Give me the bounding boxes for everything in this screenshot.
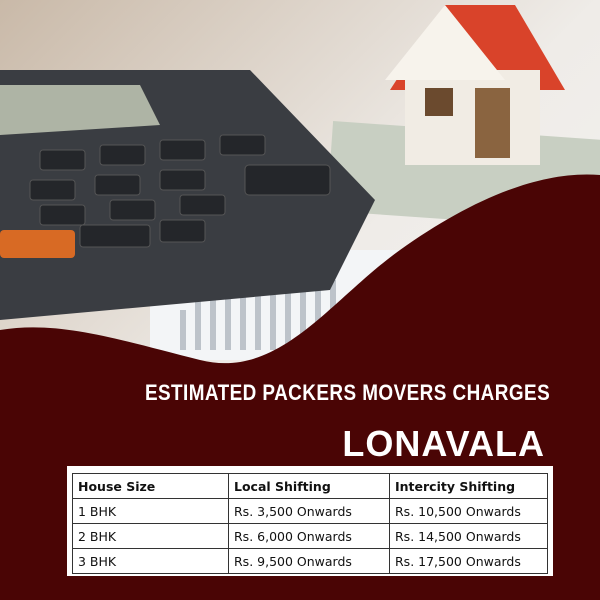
heading-title: ESTIMATED PACKERS MOVERS CHARGES: [144, 380, 550, 405]
header-local-shifting: Local Shifting: [228, 473, 390, 499]
cell-intercity: Rs. 17,500 Onwards: [389, 548, 548, 574]
cell-house-size: 1 BHK: [72, 498, 229, 524]
heading-city: LONAVALA: [342, 423, 545, 464]
price-table: House Size Local Shifting Intercity Shif…: [72, 473, 548, 574]
cell-local: Rs. 9,500 Onwards: [228, 548, 390, 574]
cell-local: Rs. 3,500 Onwards: [228, 498, 390, 524]
cell-house-size: 2 BHK: [72, 523, 229, 549]
table-row: 1 BHK Rs. 3,500 Onwards Rs. 10,500 Onwar…: [72, 498, 548, 524]
price-table-card: House Size Local Shifting Intercity Shif…: [67, 466, 553, 576]
table-row: 2 BHK Rs. 6,000 Onwards Rs. 14,500 Onwar…: [72, 523, 548, 549]
header-intercity-shifting: Intercity Shifting: [389, 473, 548, 499]
cell-local: Rs. 6,000 Onwards: [228, 523, 390, 549]
table-header-row: House Size Local Shifting Intercity Shif…: [72, 473, 548, 499]
calculator: [0, 70, 375, 320]
cell-intercity: Rs. 10,500 Onwards: [389, 498, 548, 524]
house-model: [385, 5, 565, 165]
cell-house-size: 3 BHK: [72, 548, 229, 574]
header-house-size: House Size: [72, 473, 229, 499]
cell-intercity: Rs. 14,500 Onwards: [389, 523, 548, 549]
table-row: 3 BHK Rs. 9,500 Onwards Rs. 17,500 Onwar…: [72, 548, 548, 574]
